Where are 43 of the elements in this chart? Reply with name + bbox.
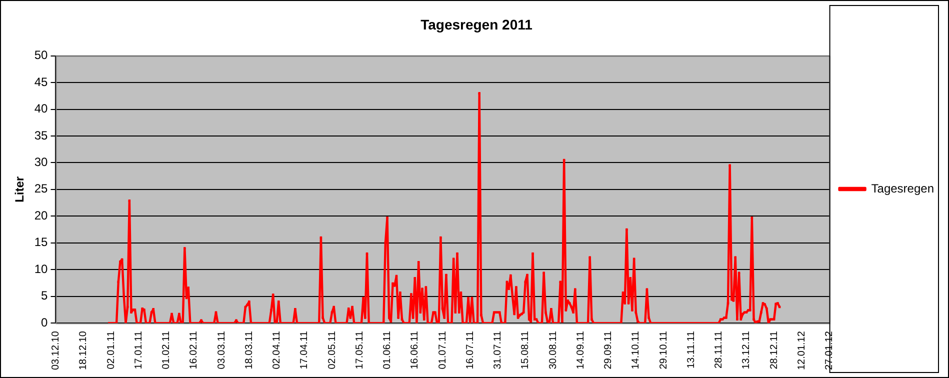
x-tick-label: 18.03.11 xyxy=(244,330,255,370)
y-tick-label: 40 xyxy=(34,102,48,116)
x-tick-label: 17.05.11 xyxy=(354,330,366,370)
x-tick-label: 02.01.11 xyxy=(106,330,117,370)
x-tick-label: 03.03.11 xyxy=(216,330,228,370)
y-tick-label: 20 xyxy=(34,208,48,222)
x-tick-label: 01.02.11 xyxy=(161,330,172,370)
y-tick-label: 5 xyxy=(41,288,48,303)
y-tick-label: 15 xyxy=(34,235,48,250)
y-axis-title: Liter xyxy=(12,176,27,202)
y-tick-label: 30 xyxy=(34,155,48,170)
x-tick-label: 28.12.11 xyxy=(768,330,780,370)
y-tick-label: 25 xyxy=(34,182,48,196)
x-tick-label: 15.08.11 xyxy=(520,330,532,370)
x-tick-label: 14.10.11 xyxy=(630,330,642,370)
x-tick-label: 01.07.11 xyxy=(437,330,448,370)
x-tick-label: 13.12.11 xyxy=(741,330,752,370)
x-tick-label: 01.06.11 xyxy=(382,330,394,370)
x-tick-label: 30.08.11 xyxy=(548,330,559,370)
y-tick-label: 45 xyxy=(34,74,48,89)
x-tick-label: 17.04.11 xyxy=(299,330,310,370)
x-tick-label: 02.04.11 xyxy=(272,330,283,370)
x-tick-label: 03.12.10 xyxy=(50,330,62,370)
legend-label: Tagesregen xyxy=(871,181,934,196)
y-tick-label: 0 xyxy=(41,315,48,330)
y-tick-label: 50 xyxy=(34,48,48,62)
x-tick-label: 12.01.12 xyxy=(796,330,808,370)
x-tick-label: 16.02.11 xyxy=(188,330,200,370)
x-tick-label: 28.11.11 xyxy=(714,330,725,369)
x-tick-label: 16.06.11 xyxy=(410,330,421,370)
x-tick-label: 17.01.11 xyxy=(133,330,144,370)
chart-title: Tagesregen 2011 xyxy=(420,16,533,32)
x-tick-label: 16.07.11 xyxy=(464,330,476,370)
y-tick-label: 10 xyxy=(34,262,48,276)
x-tick-label: 18.12.10 xyxy=(78,330,90,370)
x-tick-label: 14.09.11 xyxy=(575,330,586,370)
x-tick-label: 13.11.11 xyxy=(686,330,697,369)
x-tick-label: 29.09.11 xyxy=(603,330,614,370)
x-tick-label: 27.01.12 xyxy=(824,330,836,370)
y-tick-label: 35 xyxy=(34,128,48,142)
x-tick-label: 29.10.11 xyxy=(658,330,670,370)
x-tick-label: 02.05.11 xyxy=(326,330,338,370)
x-tick-label: 31.07.11 xyxy=(492,330,504,370)
